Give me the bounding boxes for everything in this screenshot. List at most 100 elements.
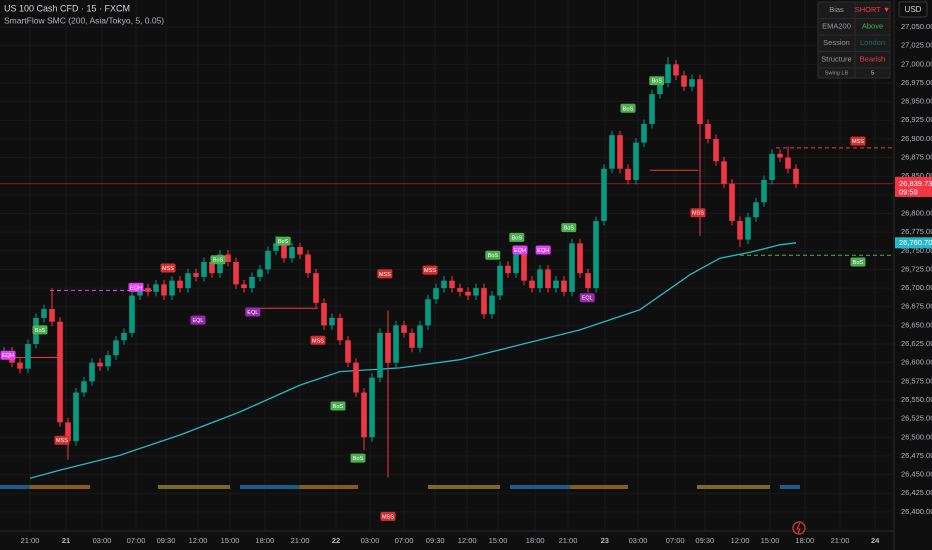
x-tick-label: 24	[871, 536, 880, 545]
x-tick-label: 21:00	[559, 536, 578, 545]
candle-body	[249, 276, 255, 289]
y-tick-label: 26,750.00	[901, 246, 932, 255]
y-tick-label: 26,775.00	[901, 227, 932, 236]
candle-body	[713, 138, 719, 162]
session-bar	[697, 485, 770, 489]
signal-badge	[160, 263, 176, 273]
x-tick-label: 07:00	[395, 536, 414, 545]
y-tick-label: 26,975.00	[901, 78, 932, 87]
candle-body	[41, 308, 47, 318]
x-tick-label: 07:00	[127, 536, 146, 545]
signal-label: EQL	[582, 296, 593, 302]
candle-body	[353, 362, 359, 393]
x-tick-label: 18:00	[526, 536, 545, 545]
y-tick-label: 26,675.00	[901, 302, 932, 311]
candle-body	[297, 247, 303, 255]
candle-body	[569, 243, 575, 292]
price-tag	[895, 176, 932, 197]
x-tick-label: 09:30	[695, 536, 714, 545]
signal-label: BoS	[353, 456, 364, 462]
y-tick-label: 27,025.00	[901, 41, 932, 50]
candle-body	[577, 243, 583, 274]
candle-body	[769, 153, 775, 180]
alert-icon[interactable]	[792, 521, 806, 535]
dashboard-key: Swing LB	[825, 70, 849, 76]
y-tick-label: 26,450.00	[901, 470, 932, 479]
signal-badge	[485, 250, 501, 260]
signal-badge	[850, 136, 866, 146]
currency-label[interactable]: USD	[905, 5, 922, 14]
alert-circle[interactable]	[792, 521, 806, 535]
signal-label: EQH	[537, 248, 549, 254]
x-tick-label: 12:00	[458, 536, 477, 545]
candle-body	[305, 254, 311, 274]
candle-body	[105, 355, 111, 367]
signal-label: EQH	[130, 285, 142, 291]
session-bar	[158, 485, 230, 489]
y-tick-label: 26,575.00	[901, 376, 932, 385]
y-tick-label: 26,425.00	[901, 488, 932, 497]
dashboard-cell	[854, 67, 891, 79]
chart-title: US 100 Cash CFD · 15 · FXCM	[4, 3, 130, 13]
signal-badge	[509, 232, 525, 242]
signal-label: BoS	[278, 239, 289, 245]
session-bar	[570, 485, 628, 489]
candle-body	[457, 288, 463, 292]
candle-body	[617, 135, 623, 169]
dashboard-key: Bias	[829, 5, 844, 14]
candle-body	[273, 243, 279, 251]
signal-label: BoS	[564, 226, 575, 232]
y-tick-label: 26,800.00	[901, 208, 932, 217]
candle-body	[449, 280, 455, 289]
dashboard-key: EMA200	[822, 22, 851, 31]
signal-label: BoS	[652, 79, 663, 85]
signal-badge	[377, 269, 393, 279]
signal-badge	[0, 350, 16, 360]
candle-body	[49, 308, 55, 322]
y-tick-label: 26,625.00	[901, 339, 932, 348]
candle-body	[369, 377, 375, 438]
signal-badge	[512, 245, 528, 255]
price-tag-label: 26,839.73	[899, 179, 932, 188]
candle-body	[721, 161, 727, 184]
signal-label: EQH	[514, 248, 526, 254]
candle-body	[785, 157, 791, 169]
session-bars	[0, 485, 800, 489]
price-tag-countdown: 09:59	[899, 187, 918, 196]
y-tick-label: 26,725.00	[901, 264, 932, 273]
signal-badge	[245, 307, 261, 317]
signal-label: MSS	[692, 211, 704, 217]
candle-body	[57, 321, 63, 423]
candle-body	[777, 153, 783, 158]
dashboard-value: London	[860, 38, 885, 47]
candle-body	[665, 64, 671, 83]
candle-body	[25, 344, 31, 369]
signal-badge	[330, 401, 346, 411]
y-tick-label: 26,850.00	[901, 171, 932, 180]
candle-body	[417, 325, 423, 348]
alert-bolt[interactable]	[796, 522, 801, 534]
candle-body	[361, 392, 367, 438]
session-bar	[240, 485, 300, 489]
candle-body	[753, 202, 759, 218]
x-tick-label: 03:00	[361, 536, 380, 545]
dashboard-key: Session	[823, 38, 850, 47]
y-tick-label: 26,950.00	[901, 97, 932, 106]
candle-body	[697, 79, 703, 124]
candle-body	[177, 280, 183, 289]
dashboard-key: Structure	[821, 55, 851, 64]
candle-body	[289, 247, 295, 259]
x-tick-label: 15:00	[489, 536, 508, 545]
session-bar	[510, 485, 570, 489]
session-bar	[300, 485, 358, 489]
currency-button[interactable]	[898, 1, 928, 18]
candle-body	[761, 179, 767, 203]
x-tick-label: 15:00	[221, 536, 240, 545]
signal-badge	[422, 265, 438, 275]
candle-body	[121, 332, 127, 341]
signal-label: MSS	[379, 272, 391, 278]
candle-body	[465, 291, 471, 296]
y-tick-label: 26,550.00	[901, 395, 932, 404]
